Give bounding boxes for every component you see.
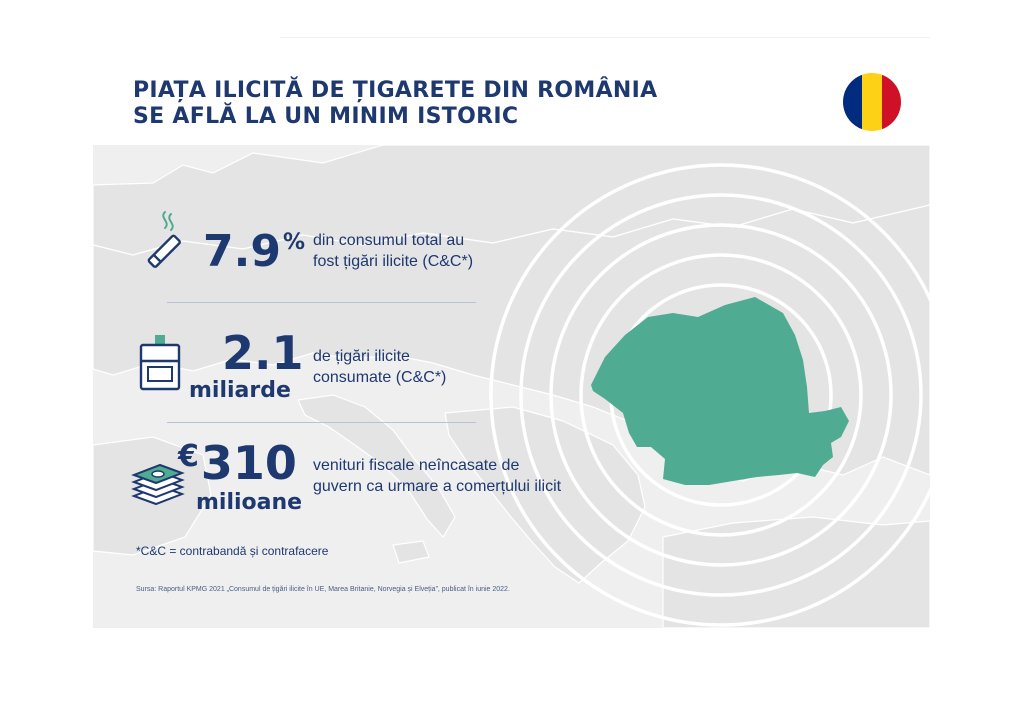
flag-stripe-blue: [843, 73, 863, 131]
page-title: PIAȚA ILICITĂ DE ȚIGARETE DIN ROMÂNIA SE…: [133, 78, 657, 130]
stat-divider-2: [167, 422, 476, 423]
stat-divider-1: [167, 302, 476, 303]
stat-revenue-unit: milioane: [196, 490, 303, 515]
cigarette-icon: [147, 211, 181, 268]
europe-map: [93, 145, 930, 628]
flag-stripe-red: [881, 73, 901, 131]
title-line-1: PIAȚA ILICITĂ DE ȚIGARETE DIN ROMÂNIA: [133, 78, 658, 103]
stat-illicit-share-desc-line-2: fost țigări ilicite (C&C*): [313, 253, 474, 270]
stat-revenue-value: €310: [178, 440, 297, 486]
top-rule: [280, 37, 930, 38]
romania-map-shape: [591, 297, 849, 485]
stat-revenue-currency: €: [178, 439, 199, 474]
stat-volume-desc-line-2: consumate (C&C*): [313, 369, 447, 386]
stat-revenue-number: 310: [200, 436, 297, 490]
stat-illicit-share-value: 7.9%: [203, 230, 305, 274]
stat-illicit-share-number: 7.9: [203, 226, 281, 277]
stat-volume-description: de țigări ilicite consumate (C&C*): [313, 346, 446, 388]
stat-illicit-share-description: din consumul total au fost țigări ilicit…: [313, 230, 473, 272]
stat-volume-unit: miliarde: [189, 378, 291, 403]
radar-ring: [549, 223, 893, 567]
stat-illicit-share-percent: %: [282, 230, 305, 255]
land-sicily: [392, 540, 430, 564]
stat-volume-desc-line-1: de țigări ilicite: [313, 348, 410, 365]
source-note: Sursa: Raportul KPMG 2021 „Consumul de ț…: [136, 586, 510, 593]
radar-ring: [519, 193, 923, 597]
stat-volume-value: 2.1: [222, 326, 304, 380]
stat-revenue-desc-line-2: guvern ca urmare a comerțului ilicit: [313, 478, 562, 495]
land-anatolia: [662, 516, 930, 628]
land-italy: [297, 394, 456, 539]
romania-flag-icon: [843, 73, 901, 131]
cigarette-pack-icon: [139, 335, 181, 391]
stat-revenue-desc-line-1: venituri fiscale neîncasate de: [313, 457, 520, 474]
money-stack-icon: [131, 463, 185, 506]
stat-revenue-description: venituri fiscale neîncasate de guvern ca…: [313, 455, 561, 497]
radar-ring: [489, 163, 930, 627]
stat-illicit-share-desc-line-1: din consumul total au: [313, 232, 465, 249]
title-line-2: SE AFLĂ LA UN MINIM ISTORIC: [133, 104, 519, 129]
flag-stripe-yellow: [862, 73, 882, 131]
footnote: *C&C = contrabandă și contrafacere: [136, 544, 329, 558]
radar-ring: [579, 253, 863, 537]
map-panel: [93, 145, 930, 628]
